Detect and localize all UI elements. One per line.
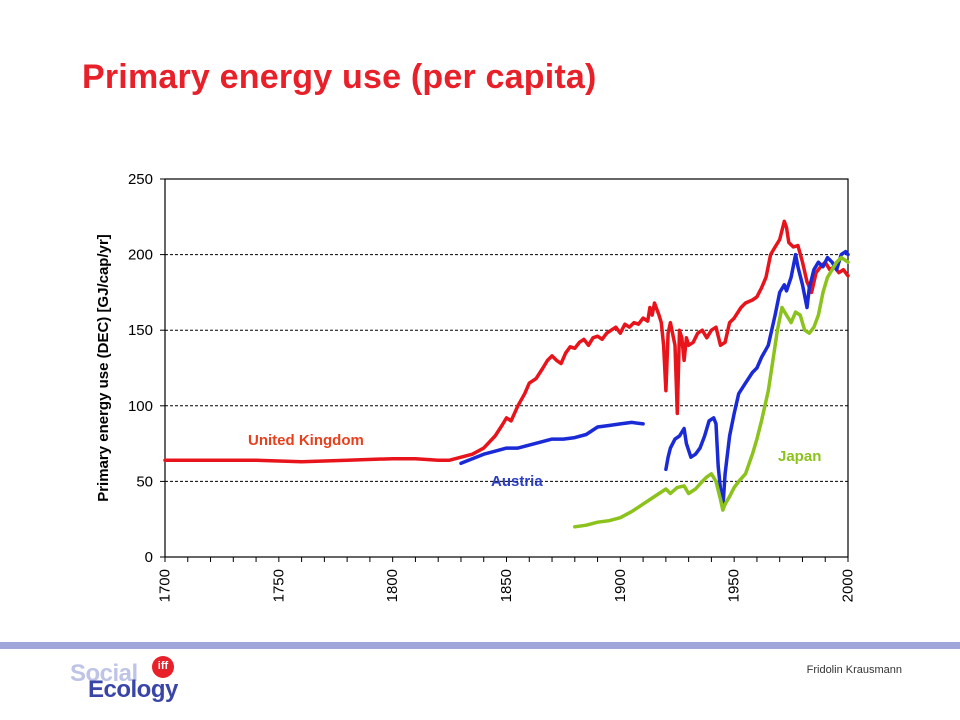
plot-area [164, 178, 849, 558]
x-tick-label-1850: 1850 [498, 569, 515, 602]
series-line-united-kingdom-1 [163, 219, 850, 464]
y-tick-label-150: 150 [128, 322, 153, 339]
y-tick-label-100: 100 [128, 398, 153, 415]
logo-iff-badge: iff [152, 656, 174, 678]
series-label-japan: Japan [778, 448, 821, 465]
x-tick-label-2000: 2000 [840, 569, 857, 602]
x-tick-label-1750: 1750 [270, 569, 287, 602]
gridlines [165, 254, 848, 482]
ticks: 0 50 100 150 200 250 1700 1750 1800 1850 1900 1950 2… [128, 171, 857, 602]
series-label-austria: Austria [491, 473, 543, 490]
series-label-united-kingdom: United Kingdom [248, 432, 364, 449]
y-tick-label-50: 50 [136, 473, 153, 490]
series-line-austria-2 [664, 249, 850, 511]
series-line-austria-1 [459, 420, 645, 466]
slide-title: Primary energy use (per capita) [82, 58, 597, 96]
author-credit: Fridolin Krausmann [806, 664, 902, 676]
y-tick-label-0: 0 [145, 549, 153, 566]
logo-ecology-text: Ecology [88, 676, 178, 703]
logo-social-text: Social [70, 660, 138, 687]
series [163, 219, 850, 529]
x-tick-label-1700: 1700 [157, 569, 174, 602]
y-tick-label-250: 250 [128, 171, 153, 188]
y-axis-label: Primary energy use (DEC) [GJ/cap/yr] [95, 234, 112, 502]
social-ecology-logo: Social Ecology iff [68, 654, 178, 703]
energy-chart: 0 50 100 150 200 250 1700 1750 1800 1850 1900 1950 2… [95, 171, 857, 602]
x-tick-label-1800: 1800 [384, 569, 401, 602]
series-line-japan-1 [573, 255, 850, 529]
x-tick-label-1950: 1950 [726, 569, 743, 602]
x-tick-label-1900: 1900 [612, 569, 629, 602]
footer-bar [0, 642, 960, 649]
y-tick-label-200: 200 [128, 247, 153, 264]
